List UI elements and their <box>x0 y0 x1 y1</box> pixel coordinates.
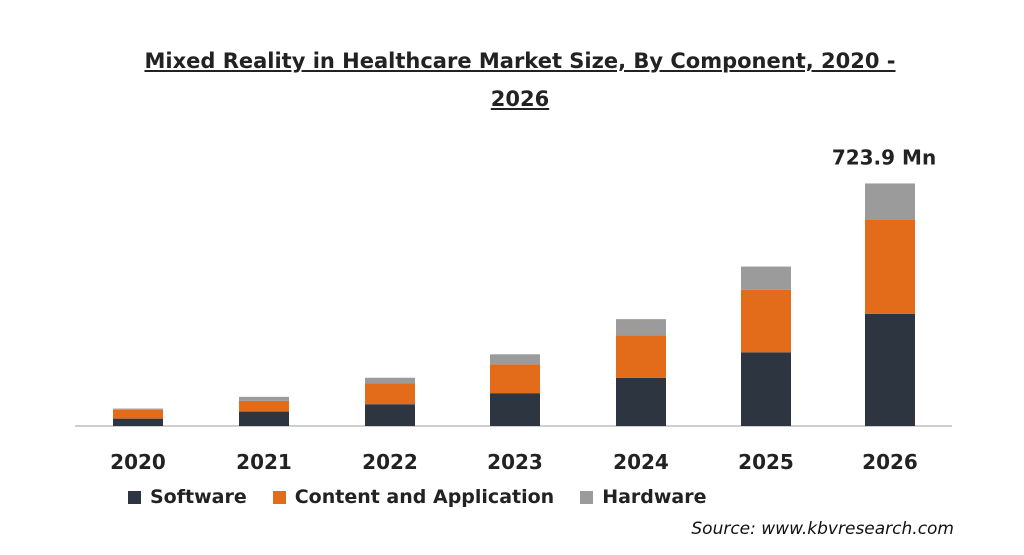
bar-software-2021 <box>239 411 289 426</box>
bar-software-2020 <box>113 418 163 426</box>
bar-content-and-application-2026 <box>865 219 915 314</box>
legend-swatch <box>580 490 594 504</box>
bar-software-2024 <box>616 377 666 426</box>
bar-hardware-2026 <box>865 183 915 220</box>
x-tick-label-2025: 2025 <box>738 450 794 474</box>
source-note: Source: www.kbvresearch.com <box>691 519 954 539</box>
chart-title-line-1: Mixed Reality in Healthcare Market Size,… <box>144 49 896 73</box>
chart-legend: Software Content and Application Hardware <box>128 486 733 508</box>
legend-label: Hardware <box>602 486 707 508</box>
bar-hardware-2025 <box>741 266 791 290</box>
total-annotation: 723.9 Mn <box>832 145 936 169</box>
bar-content-and-application-2023 <box>490 364 540 394</box>
legend-item-hardware: Hardware <box>580 486 707 508</box>
bar-content-and-application-2025 <box>741 289 791 353</box>
bar-software-2026 <box>865 313 915 426</box>
bar-content-and-application-2021 <box>239 400 289 412</box>
bar-hardware-2020 <box>113 408 163 410</box>
x-tick-label-2021: 2021 <box>236 450 292 474</box>
bar-hardware-2021 <box>239 396 289 401</box>
bar-software-2022 <box>365 404 415 426</box>
bar-software-2025 <box>741 352 791 426</box>
chart-plot-area: 2020 2021 2022 2023 2024 2025 2026 723.9 Mn <box>75 145 952 474</box>
bar-software-2023 <box>490 393 540 426</box>
legend-swatch <box>128 490 141 504</box>
chart-title-line-2: 2026 <box>490 87 550 111</box>
x-tick-label-2023: 2023 <box>487 450 543 474</box>
bar-hardware-2022 <box>365 377 415 384</box>
bar-hardware-2024 <box>616 319 666 336</box>
x-tick-label-2026: 2026 <box>862 450 918 474</box>
legend-swatch <box>272 490 286 504</box>
bar-content-and-application-2022 <box>365 383 415 405</box>
legend-item-content-and-application: Content and Application <box>272 486 555 508</box>
legend-label: Content and Application <box>294 486 555 508</box>
x-tick-label-2022: 2022 <box>362 450 418 474</box>
legend-label: Software <box>150 486 247 508</box>
x-tick-label-2024: 2024 <box>613 450 669 474</box>
legend-item-software: Software <box>128 486 247 508</box>
bar-content-and-application-2024 <box>616 335 666 378</box>
bar-hardware-2023 <box>490 354 540 365</box>
bar-content-and-application-2020 <box>113 409 163 419</box>
x-tick-label-2020: 2020 <box>110 450 166 474</box>
